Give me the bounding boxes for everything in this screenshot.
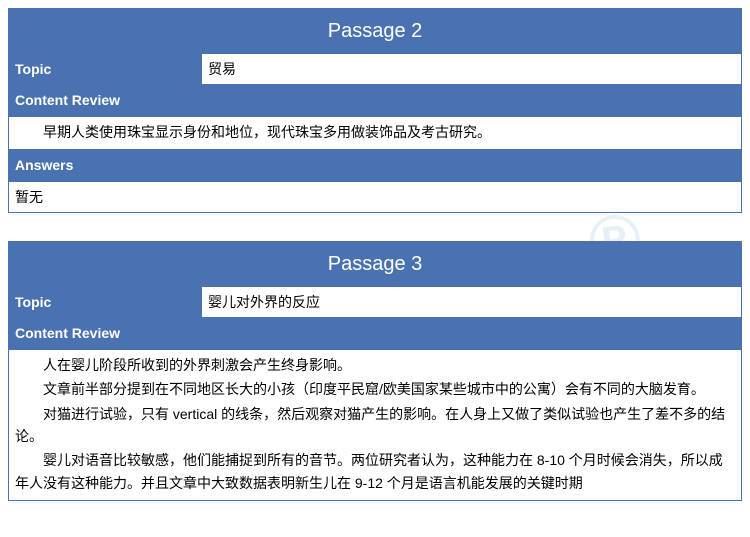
content-paragraph: 婴儿对语音比较敏感，他们能捕捉到所有的音节。两位研究者认为，这种能力在 8-10… — [15, 449, 735, 494]
passage-title: Passage 3 — [9, 241, 742, 286]
content-paragraph: 早期人类使用珠宝显示身份和地位，现代珠宝多用做装饰品及考古研究。 — [15, 121, 735, 143]
topic-value: 婴儿对外界的反应 — [202, 286, 742, 317]
answers-label: Answers — [9, 150, 742, 181]
topic-label: Topic — [9, 54, 202, 85]
content-paragraph: 人在婴儿阶段所收到的外界刺激会产生终身影响。 — [15, 354, 735, 376]
content-review-body: 人在婴儿阶段所收到的外界刺激会产生终身影响。 文章前半部分提到在不同地区长大的小… — [9, 349, 742, 500]
passage-table: Passage 3 Topic 婴儿对外界的反应 Content Review … — [8, 241, 742, 501]
topic-label: Topic — [9, 286, 202, 317]
passage-title: Passage 2 — [9, 9, 742, 54]
topic-value: 贸易 — [202, 54, 742, 85]
content-paragraph: 文章前半部分提到在不同地区长大的小孩（印度平民窟/欧美国家某些城市中的公寓）会有… — [15, 378, 735, 400]
content-paragraph: 对猫进行试验，只有 vertical 的线条，然后观察对猫产生的影响。在人身上又… — [15, 403, 735, 448]
passage-table: Passage 2 Topic 贸易 Content Review 早期人类使用… — [8, 8, 742, 213]
answers-value: 暂无 — [9, 181, 742, 212]
content-review-body: 早期人类使用珠宝显示身份和地位，现代珠宝多用做装饰品及考古研究。 — [9, 116, 742, 149]
content-review-label: Content Review — [9, 318, 742, 349]
content-review-label: Content Review — [9, 85, 742, 116]
